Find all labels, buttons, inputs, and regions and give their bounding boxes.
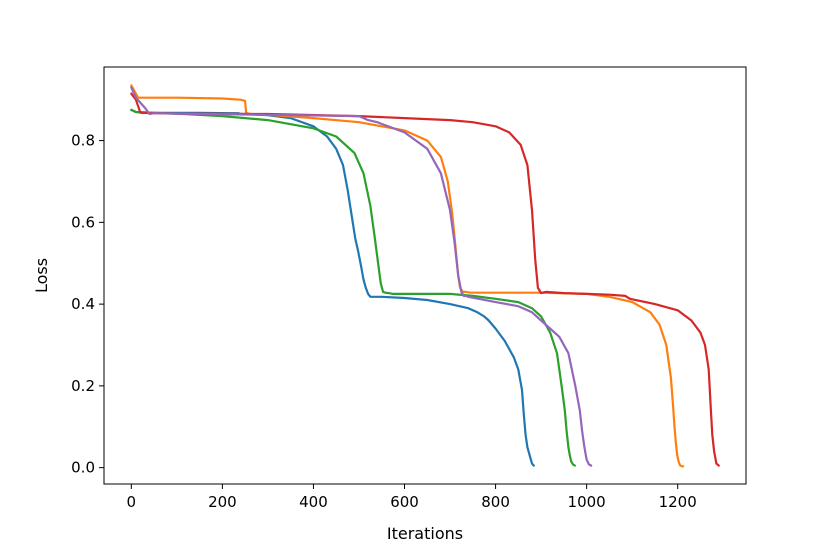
y-tick-label: 0.0 <box>71 459 95 477</box>
x-tick-label: 200 <box>208 493 237 511</box>
y-tick-label: 0.2 <box>71 377 95 395</box>
x-tick-label: 800 <box>481 493 510 511</box>
y-tick-label: 0.8 <box>71 132 95 150</box>
x-tick-label: 1200 <box>659 493 697 511</box>
series-line-3 <box>130 108 576 467</box>
y-axis-ticks: 0.0 0.2 0.4 0.6 0.8 <box>71 132 104 477</box>
x-tick-label: 0 <box>127 493 137 511</box>
y-tick-label: 0.4 <box>71 295 95 313</box>
plot-frame <box>103 66 747 485</box>
x-axis-label: Iterations <box>387 524 463 543</box>
y-axis-label: Loss <box>32 258 51 293</box>
series-line-5 <box>130 86 593 467</box>
x-tick-label: 400 <box>299 493 328 511</box>
y-tick-label: 0.6 <box>71 213 95 231</box>
x-tick-label: 1000 <box>568 493 606 511</box>
x-tick-label: 600 <box>390 493 419 511</box>
x-axis-ticks: 0 200 400 600 800 1000 1200 <box>127 484 697 511</box>
series-layer <box>130 84 720 468</box>
